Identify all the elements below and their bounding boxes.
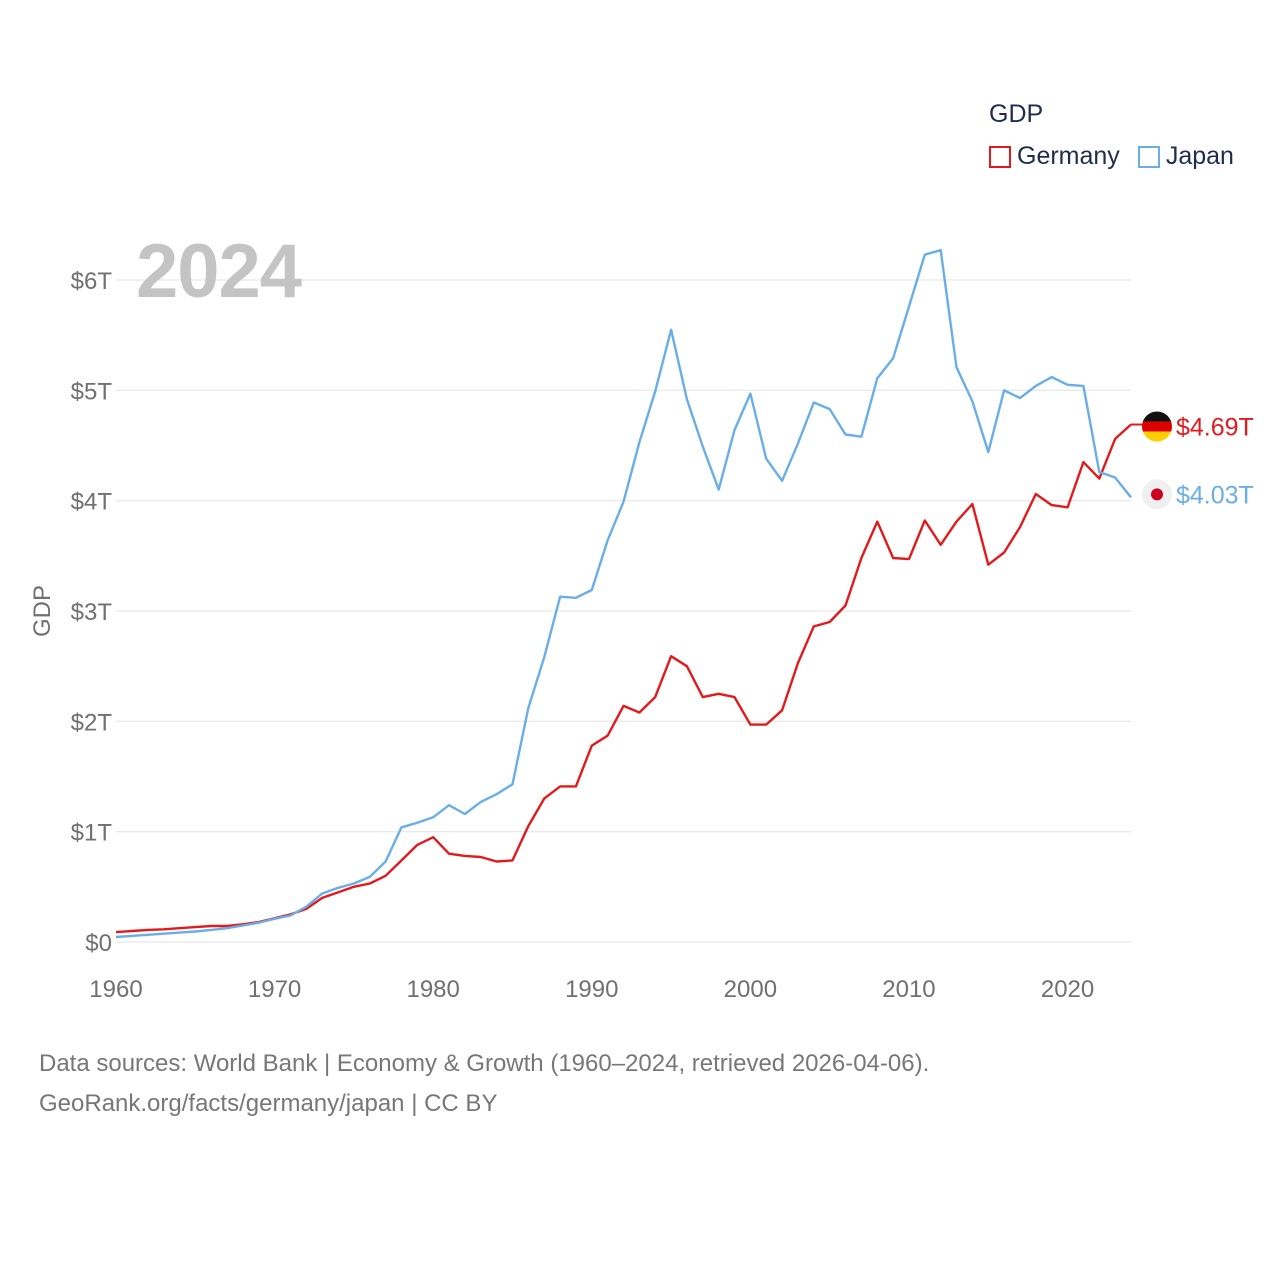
grid-layer: [116, 279, 1131, 943]
legend-swatch-germany: [989, 145, 1011, 168]
germany-flag-red: [1142, 421, 1172, 432]
legend-label-germany: Germany: [1017, 142, 1120, 170]
y-tick-label: $0: [85, 930, 112, 957]
japan-flag-sun: [1151, 488, 1163, 501]
x-tick-label: 1990: [565, 976, 618, 1003]
germany-flag-icon: [1142, 411, 1172, 442]
y-tick-label: $6T: [71, 268, 113, 295]
source-note: Data sources: World Bank | Economy & Gro…: [39, 1044, 929, 1124]
x-tick-label: 2020: [1041, 976, 1094, 1003]
y-tick-label: $4T: [71, 489, 113, 516]
y-axis-title: GDP: [29, 585, 56, 637]
legend-item-japan[interactable]: Japan: [1137, 142, 1234, 171]
germany-flag-gold: [1142, 431, 1172, 442]
axis-layer: $0 $1T $2T $3T $4T $5T $6T 1960 1970 1980 1990 2000…: [29, 268, 1094, 1003]
y-tick-label: $2T: [71, 709, 113, 736]
legend: Germany Japan: [989, 142, 1252, 171]
japan-end-label: $4.03T: [1176, 481, 1254, 509]
source-line-2[interactable]: GeoRank.org/facts/germany/japan | CC BY: [39, 1090, 498, 1117]
source-line-1: Data sources: World Bank | Economy & Gro…: [39, 1050, 930, 1077]
series-line-japan: [115, 248, 1132, 939]
marker-layer: $4.69T $4.03T: [1131, 411, 1254, 510]
y-tick-label: $1T: [71, 820, 113, 847]
x-tick-label: 1970: [248, 976, 301, 1003]
x-tick-label: 1980: [406, 976, 459, 1003]
y-tick-label: $3T: [71, 599, 113, 626]
x-tick-label: 2000: [724, 976, 777, 1003]
germany-end-label: $4.69T: [1176, 414, 1254, 442]
y-tick-label: $5T: [71, 378, 113, 405]
x-tick-label: 2010: [882, 976, 935, 1003]
current-year-label: 2024: [136, 229, 302, 314]
germany-flag-black: [1142, 411, 1172, 422]
legend-item-germany[interactable]: Germany: [989, 142, 1120, 171]
legend-label-japan: Japan: [1165, 142, 1234, 170]
x-tick-label: 1960: [89, 976, 142, 1003]
legend-title: GDP: [989, 100, 1044, 128]
series-layer: [115, 248, 1132, 939]
legend-swatch-japan: [1137, 145, 1160, 168]
